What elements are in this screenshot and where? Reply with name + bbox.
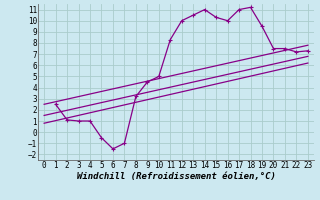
X-axis label: Windchill (Refroidissement éolien,°C): Windchill (Refroidissement éolien,°C) [76,172,276,181]
